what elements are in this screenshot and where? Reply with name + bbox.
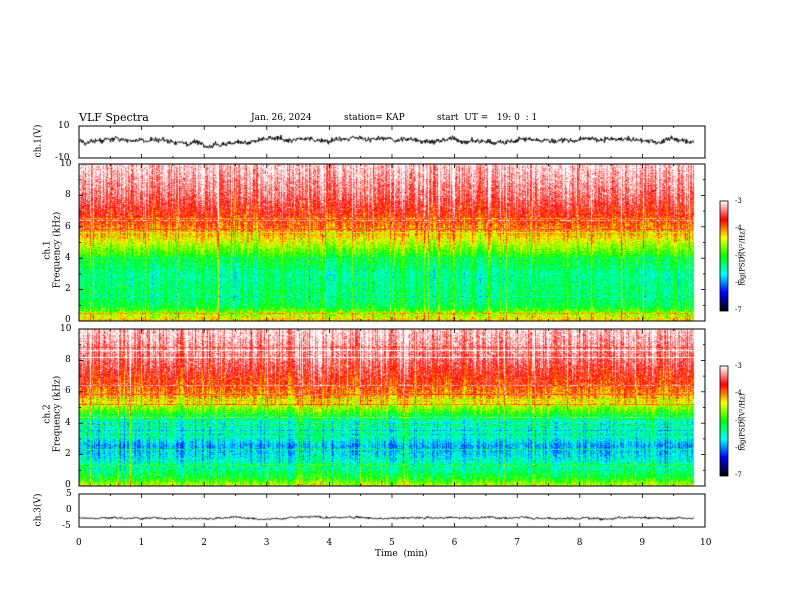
ch2-cbar-tick-6: -6 (735, 444, 742, 452)
ch2-colorbar-frame (719, 365, 729, 477)
x-tick-label-10: 10 (700, 538, 712, 548)
x-tick-label-5: 5 (389, 538, 395, 548)
ch1-colorbar-frame (719, 200, 729, 312)
ch2-ftick-10: 10 (60, 324, 72, 334)
ch2-cbar-tick-7: -7 (735, 471, 742, 479)
ch1-cbar-tick-5: -5 (735, 252, 742, 260)
header-start-ut: start UT = 19: 0 : 1 (437, 113, 538, 123)
x-tick-label-4: 4 (326, 538, 333, 548)
ch2-cbar-tick-4: -4 (735, 389, 742, 397)
ch1-waveform-frame (78, 125, 706, 159)
x-tick-label-9: 9 (639, 538, 646, 548)
ch2-ftick-2: 2 (65, 449, 71, 459)
ch2-ftick-6: 6 (65, 386, 71, 396)
ch2-colorbar (720, 366, 728, 476)
ch3-ytick-5: 5 (66, 489, 72, 499)
ch2-cbar-tick-5: -5 (735, 417, 742, 425)
ch1-spectrogram-heatmap (79, 164, 705, 321)
ch2-cbar-tick-3: -3 (735, 362, 742, 370)
x-tick-label-3: 3 (263, 538, 270, 548)
ch3-waveform-trace (79, 494, 705, 527)
ch3-ytick-neg5: -5 (62, 521, 71, 531)
header-station: station= KAP (344, 113, 405, 123)
ch1-cbar-tick-7: -7 (735, 306, 742, 314)
ch3-ytick-0: 0 (66, 505, 72, 515)
ch1-ftick-10: 10 (60, 159, 72, 169)
ch1-ytick-neg10: -10 (55, 153, 70, 163)
x-tick-label-2: 2 (201, 538, 207, 548)
ch2-spectrogram-heatmap (79, 329, 705, 486)
x-tick-label-7: 7 (514, 538, 520, 548)
ch1-ytick-10: 10 (58, 121, 70, 131)
ch1-ftick-8: 8 (65, 190, 71, 200)
header-date: Jan. 26, 2024 (251, 113, 312, 123)
ch1-ftick-6: 6 (65, 222, 71, 232)
ch1-cbar-tick-3: -3 (735, 197, 742, 205)
x-tick-label-8: 8 (576, 538, 583, 548)
ch1-ftick-4: 4 (65, 253, 71, 263)
ch3-waveform-frame (78, 493, 706, 528)
ch1-ftick-0: 0 (65, 315, 71, 325)
x-tick-label-6: 6 (451, 538, 458, 548)
x-tick-label-1: 1 (138, 538, 145, 548)
ch1-waveform-trace (79, 126, 705, 158)
x-tick-label-0: 0 (76, 538, 82, 548)
ch1-cbar-tick-6: -6 (735, 279, 742, 287)
ch1-ftick-2: 2 (65, 284, 71, 294)
ch1-spectrogram-frame (78, 163, 706, 322)
ch1-cbar-tick-4: -4 (735, 224, 742, 232)
figure-title: VLF Spectra (79, 111, 149, 124)
ch1-colorbar (720, 201, 728, 311)
ch2-ftick-8: 8 (65, 355, 71, 365)
ch2-ftick-0: 0 (65, 480, 71, 490)
ch2-ftick-4: 4 (65, 418, 71, 428)
x-axis-label: Time (min) (375, 549, 428, 559)
ch2-spectrogram-frame (78, 328, 706, 487)
